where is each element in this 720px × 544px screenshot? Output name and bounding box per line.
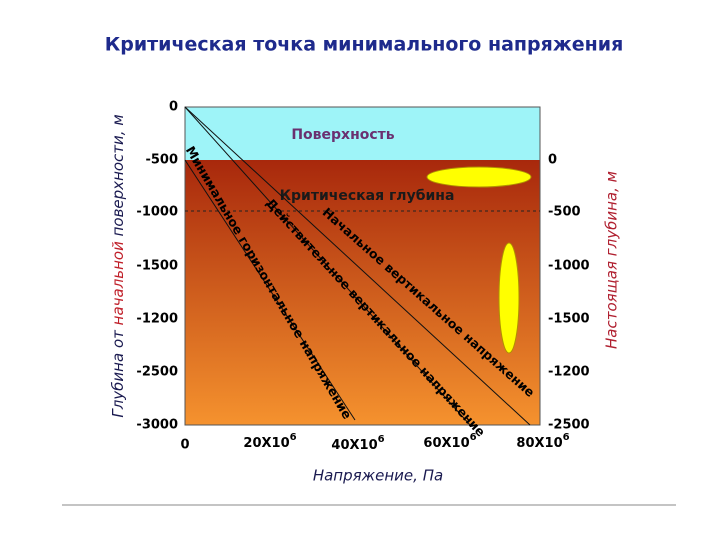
tick-exp: 6: [563, 432, 570, 443]
left-tick-label: -1000: [136, 205, 178, 220]
right-tick-label: -1500: [548, 312, 590, 327]
tick-base: 20X10: [243, 436, 289, 451]
left-tick-label: -3000: [136, 418, 178, 433]
right-tick-label: -1000: [548, 259, 590, 274]
right-tick-label: 0: [548, 153, 557, 168]
right-tick-label: -1200: [548, 365, 590, 380]
ellipse: [426, 166, 532, 188]
ellipse: [498, 242, 520, 354]
critical-depth-label: Критическая глубина: [280, 188, 455, 204]
earth-region: [185, 160, 540, 425]
x-tick-label: 20X106: [243, 432, 296, 451]
label-part: поверхности, м: [109, 114, 127, 241]
stress-line: [184, 106, 471, 426]
left-tick-label: -2500: [136, 365, 178, 380]
stress-line: [184, 159, 356, 421]
tick-exp: 6: [470, 432, 477, 443]
x-tick-label: 80X106: [516, 432, 569, 451]
x-tick-label: 40X106: [331, 434, 384, 453]
stress-line: [184, 106, 531, 426]
right-tick-label: -500: [548, 205, 581, 220]
tick-exp: 6: [290, 432, 297, 443]
tick-base: 60X10: [423, 436, 469, 451]
tick-base: 80X10: [516, 436, 562, 451]
left-tick-label: -1200: [136, 312, 178, 327]
x-origin: 0: [180, 438, 189, 453]
right-tick-label: -2500: [548, 418, 590, 433]
tick-exp: 6: [378, 434, 385, 445]
plot-frame: [184, 106, 541, 426]
left-axis-label: Глубина от начальной поверхности, м: [109, 114, 127, 417]
title: Критическая точка минимального напряжени…: [105, 34, 624, 56]
left-tick-label: 0: [169, 100, 178, 115]
x-tick-label: 60X106: [423, 432, 476, 451]
label-part: Глубина от: [109, 325, 127, 417]
tick-base: 40X10: [331, 438, 377, 453]
left-tick-label: -1500: [136, 259, 178, 274]
label-part: начальной: [109, 241, 127, 325]
surface-label: Поверхность: [291, 127, 394, 143]
surface-region: [185, 107, 540, 160]
right-axis-label: Настоящая глубина, м: [603, 171, 621, 349]
x-axis-label: Напряжение, Па: [313, 467, 443, 485]
left-tick-label: -500: [145, 153, 178, 168]
